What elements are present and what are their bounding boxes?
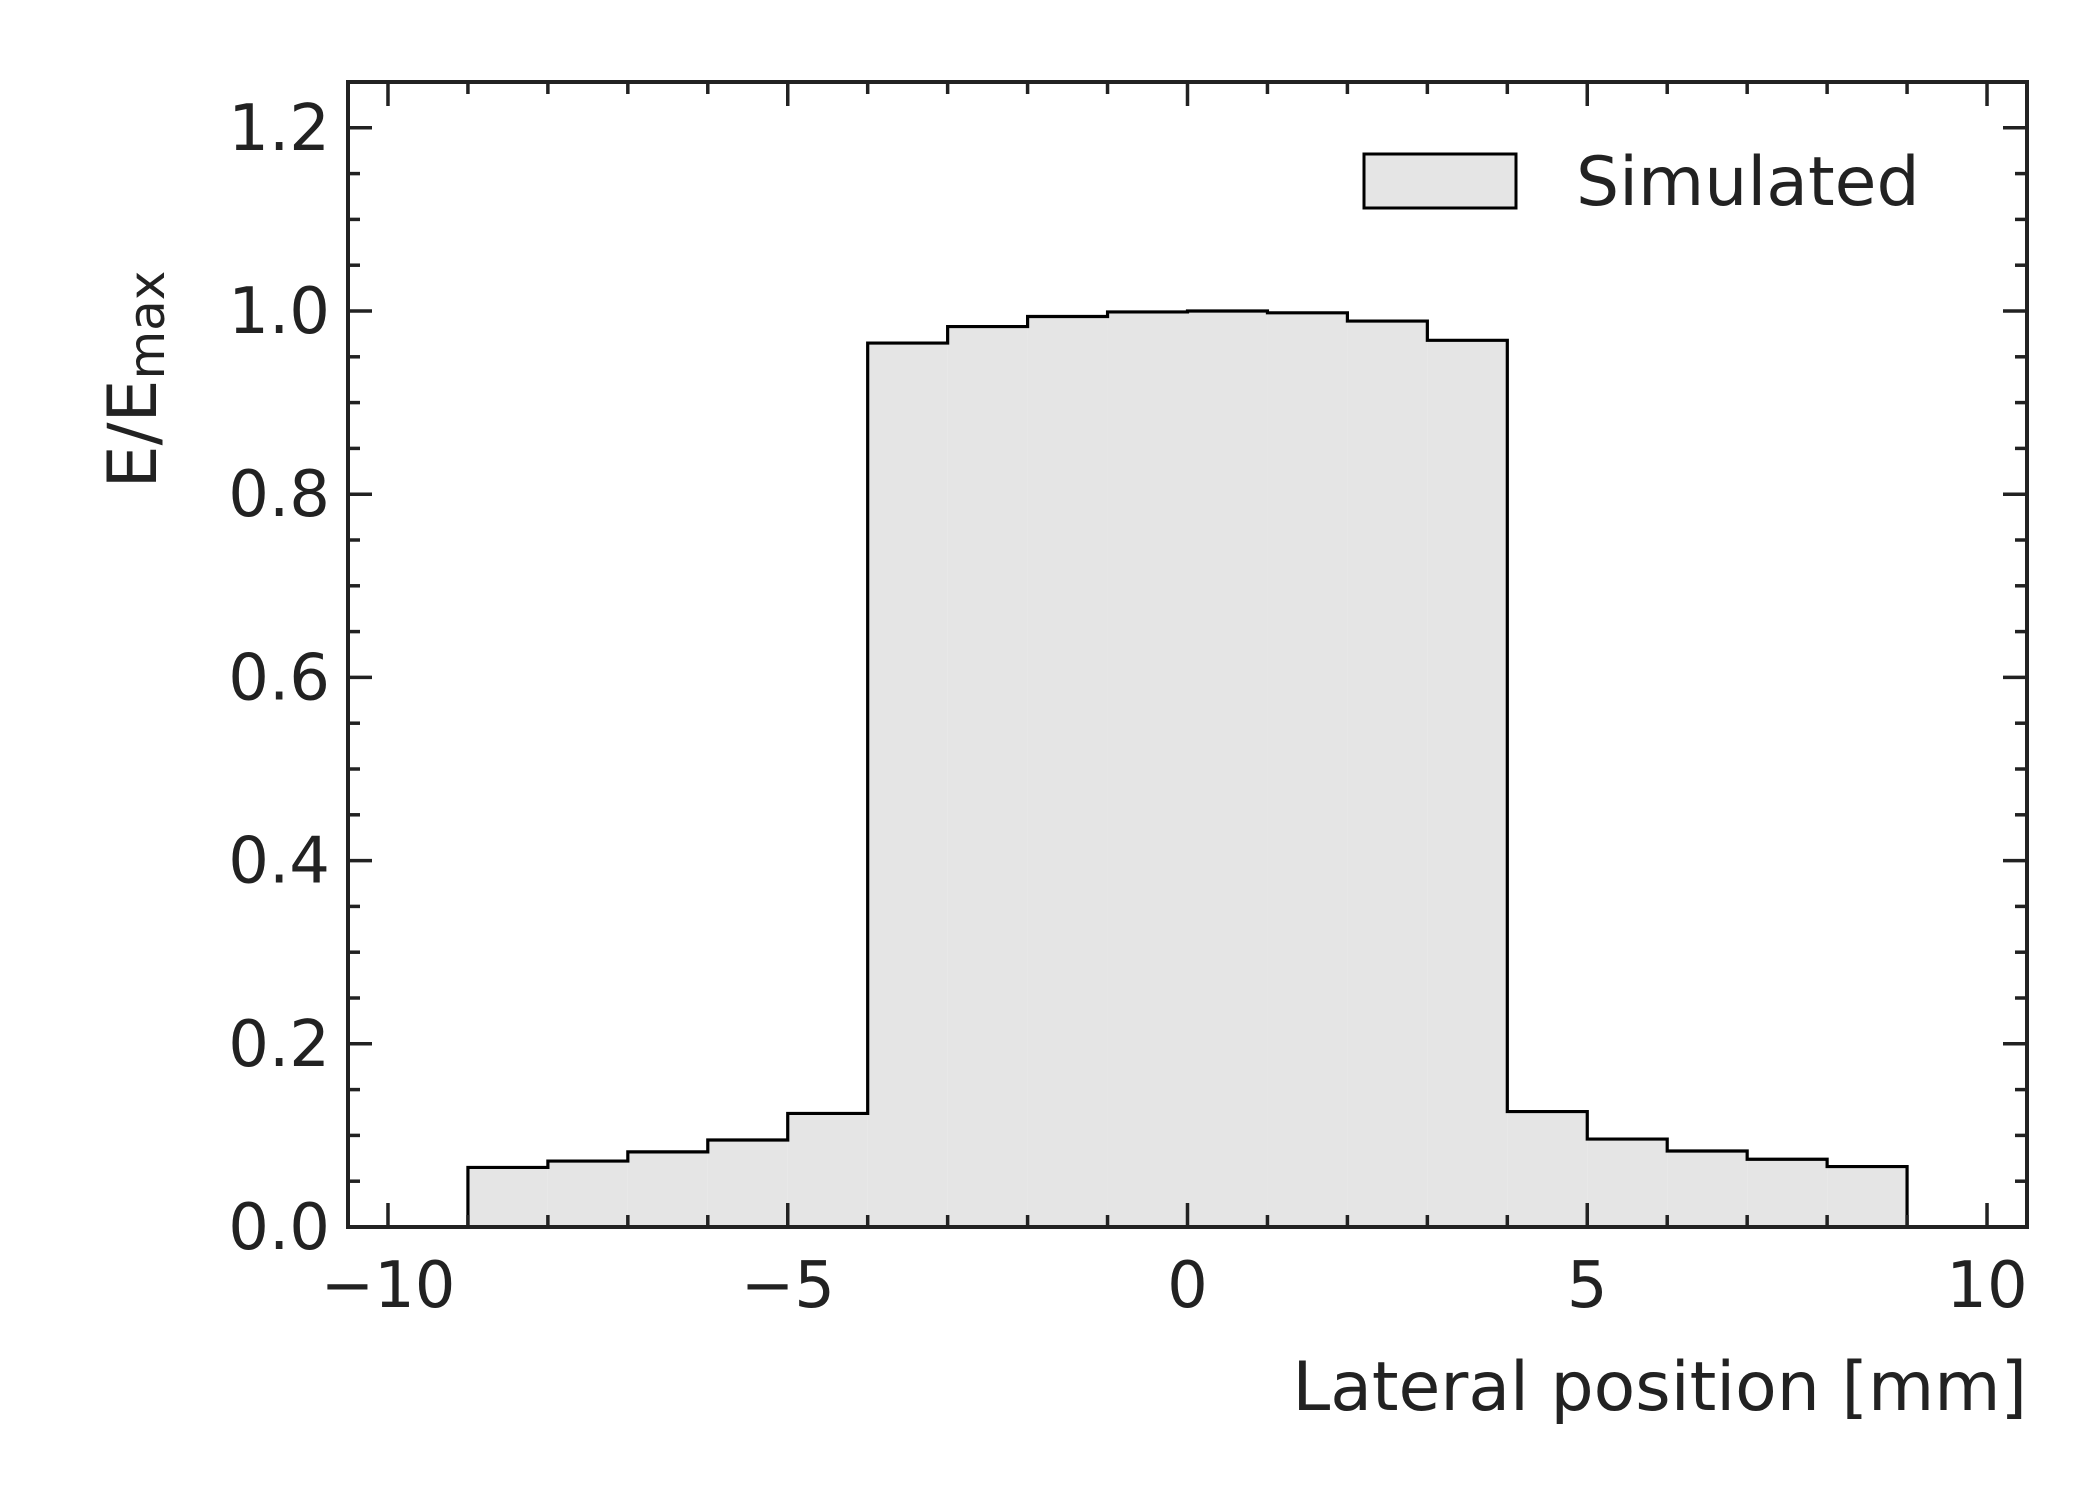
x-tick-labels: −10 −5 0 5 10 bbox=[320, 1249, 2027, 1323]
histogram-bin bbox=[1747, 1159, 1828, 1227]
y-tick-label: 0.8 bbox=[228, 458, 330, 532]
y-axis-title-main: E/E bbox=[94, 380, 173, 489]
histogram-bin bbox=[1427, 340, 1508, 1227]
histogram-bin bbox=[1507, 1111, 1588, 1227]
svg-text:E/Emax: E/Emax bbox=[94, 271, 176, 489]
histogram-bin bbox=[787, 1113, 868, 1227]
y-tick-label: 0.0 bbox=[228, 1191, 330, 1265]
histogram-bin bbox=[867, 343, 948, 1227]
y-tick-labels: 0.0 0.2 0.4 0.6 0.8 1.0 1.2 bbox=[228, 92, 330, 1265]
histogram-outline bbox=[466, 309, 1909, 1227]
legend-label-simulated: Simulated bbox=[1576, 143, 1920, 222]
x-tick-label: 5 bbox=[1567, 1249, 1608, 1323]
histogram-bin bbox=[1187, 311, 1268, 1227]
x-tick-label: 0 bbox=[1167, 1249, 1208, 1323]
legend-swatch-simulated bbox=[1362, 152, 1518, 210]
histogram-bin bbox=[467, 1167, 548, 1227]
y-tick-label: 0.4 bbox=[228, 825, 330, 899]
histogram-bin bbox=[707, 1139, 788, 1227]
y-tick-label: 1.0 bbox=[228, 275, 330, 349]
histogram-bin bbox=[627, 1151, 708, 1227]
x-tick-label: −10 bbox=[320, 1249, 455, 1323]
major-ticks bbox=[348, 82, 2027, 1229]
y-tick-label: 0.2 bbox=[228, 1008, 330, 1082]
x-tick-label: 10 bbox=[1946, 1249, 2027, 1323]
x-axis-title: Lateral position [mm] bbox=[1292, 1348, 2027, 1427]
histogram-bin bbox=[1587, 1139, 1668, 1227]
y-axis-title-subscript: max bbox=[118, 271, 176, 380]
histogram-bars bbox=[466, 309, 1909, 1228]
y-tick-label: 1.2 bbox=[228, 92, 330, 166]
histogram-bin bbox=[1107, 311, 1188, 1227]
histogram-bin bbox=[1347, 321, 1428, 1227]
histogram-bin bbox=[1027, 316, 1108, 1228]
x-tick-label: −5 bbox=[741, 1249, 835, 1323]
y-axis-title: E/Emax bbox=[94, 271, 176, 489]
histogram-bin bbox=[1667, 1150, 1748, 1227]
histogram-bin bbox=[947, 326, 1028, 1227]
legend: Simulated bbox=[1362, 143, 1920, 222]
histogram-bin bbox=[1267, 312, 1348, 1227]
plot-frame bbox=[346, 80, 2029, 1229]
histogram-bin bbox=[1827, 1166, 1908, 1227]
histogram-bin bbox=[547, 1161, 628, 1227]
y-tick-label: 0.6 bbox=[228, 641, 330, 715]
